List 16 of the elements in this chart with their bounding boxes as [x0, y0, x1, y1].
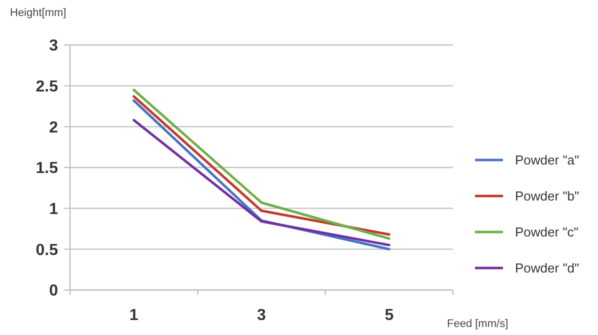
y-tick-label: 1.5 [36, 160, 58, 178]
x-tick-label: 5 [384, 307, 394, 324]
y-tick-label: 1 [49, 200, 58, 218]
y-axis-title: Height[mm] [10, 7, 66, 19]
y-tick-label: 0 [49, 282, 58, 300]
y-tick-label: 3 [49, 38, 58, 55]
legend-label: Powder "c" [515, 224, 579, 240]
y-tick-label: 0.5 [36, 242, 58, 259]
legend-label: Powder "a" [515, 152, 580, 168]
legend-label: Powder "d" [515, 260, 580, 276]
x-tick-label: 1 [129, 307, 138, 324]
legend-label: Powder "b" [515, 188, 580, 204]
y-tick-label: 2 [49, 119, 58, 136]
y-tick-label: 2.5 [36, 78, 58, 96]
x-axis-title: Feed [mm/s] [447, 318, 508, 330]
x-tick-label: 3 [257, 307, 266, 324]
